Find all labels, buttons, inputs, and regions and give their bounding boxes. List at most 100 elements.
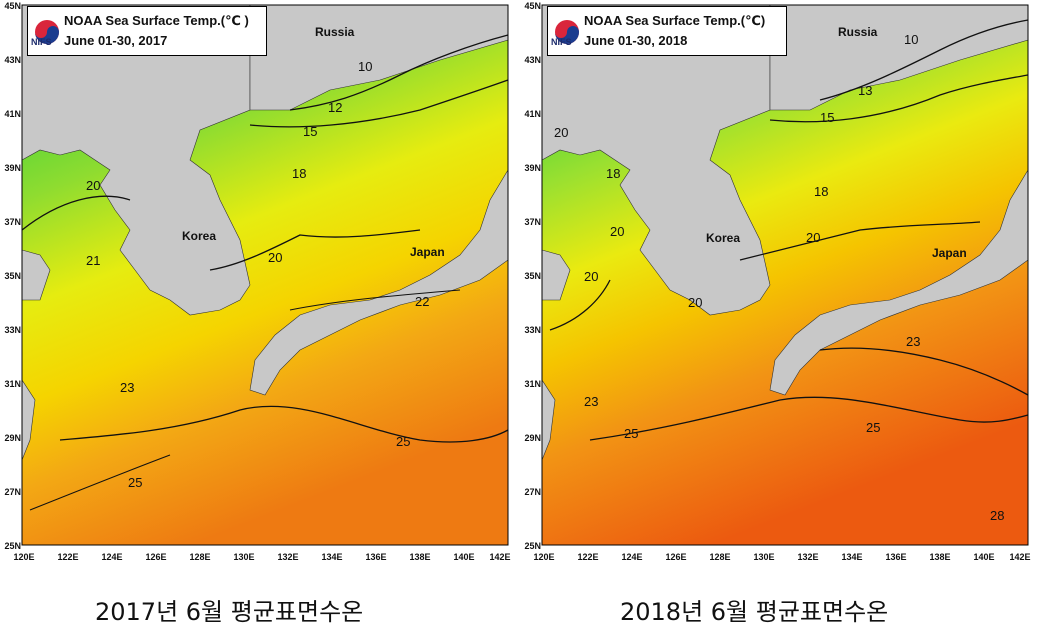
map-title: NOAA Sea Surface Temp.(℃) <box>584 13 766 28</box>
contour-label: 15 <box>820 110 834 125</box>
contour-label: 20 <box>268 250 282 265</box>
lon-label: 140E <box>973 552 994 562</box>
contour-label: 18 <box>814 184 828 199</box>
contour-20-west <box>21 195 131 231</box>
contour-label: 28 <box>990 508 1004 523</box>
sst-map-2017-svg: 45N 43N 41N 39N 37N 35N 33N 31N 29N 27N … <box>4 1 510 562</box>
lon-label: 140E <box>453 552 474 562</box>
land-mainland <box>541 4 771 316</box>
contour-20 <box>739 221 981 261</box>
lat-label: 37N <box>524 217 541 227</box>
lon-label: 132E <box>797 552 818 562</box>
map-period: June 01-30, 2017 <box>64 33 168 48</box>
lat-label: 39N <box>524 163 541 173</box>
contour-22 <box>289 289 461 311</box>
contour-25 <box>589 396 1029 441</box>
contour-label: 20 <box>610 224 624 239</box>
lon-label: 120E <box>13 552 34 562</box>
lon-label: 134E <box>841 552 862 562</box>
lat-label: 29N <box>4 433 21 443</box>
map-title: NOAA Sea Surface Temp.(℃ ) <box>64 13 249 28</box>
place-label-russia: Russia <box>838 25 878 39</box>
land-mainland <box>21 4 251 316</box>
lat-label: 25N <box>4 541 21 551</box>
lat-label: 45N <box>524 1 541 11</box>
contour-23 <box>819 347 1029 396</box>
lon-label: 124E <box>621 552 642 562</box>
lon-label: 142E <box>489 552 510 562</box>
contour-label: 20 <box>86 178 100 193</box>
taeguk-logo-icon <box>555 20 579 44</box>
lon-label: 138E <box>409 552 430 562</box>
lon-label: 120E <box>533 552 554 562</box>
map-legend-box: NIFS NOAA Sea Surface Temp.(℃ ) June 01-… <box>27 6 267 56</box>
contour-label: 20 <box>688 295 702 310</box>
lat-label: 29N <box>524 433 541 443</box>
map-frame <box>541 4 1029 546</box>
contour-label: 18 <box>606 166 620 181</box>
contour-label: 20 <box>554 125 568 140</box>
contour-15 <box>769 74 1029 123</box>
contour-label: 23 <box>584 394 598 409</box>
lon-label: 130E <box>753 552 774 562</box>
lat-label: 25N <box>524 541 541 551</box>
contour-label: 15 <box>303 124 317 139</box>
contour-label: 20 <box>584 269 598 284</box>
place-label-japan: Japan <box>410 245 445 259</box>
map-period: June 01-30, 2018 <box>584 33 688 48</box>
logo-text: NIFS <box>551 37 572 47</box>
lon-label: 128E <box>189 552 210 562</box>
contour-15 <box>249 79 509 128</box>
contour-25-west <box>29 454 171 511</box>
contour-20 <box>209 229 421 271</box>
lon-label: 134E <box>321 552 342 562</box>
lon-label: 124E <box>101 552 122 562</box>
lat-label: 39N <box>4 163 21 173</box>
lat-label: 45N <box>4 1 21 11</box>
map-frame <box>21 4 509 546</box>
lat-label: 33N <box>524 325 541 335</box>
lat-label: 33N <box>4 325 21 335</box>
contour-label: 20 <box>806 230 820 245</box>
lon-label: 122E <box>577 552 598 562</box>
place-label-japan: Japan <box>932 246 967 260</box>
contour-label: 25 <box>128 475 142 490</box>
map-legend-box: NIFS NOAA Sea Surface Temp.(℃) June 01-3… <box>547 6 787 56</box>
lat-label: 35N <box>4 271 21 281</box>
lon-label: 142E <box>1009 552 1030 562</box>
lon-label: 128E <box>709 552 730 562</box>
lat-label: 31N <box>524 379 541 389</box>
sst-map-2018: 45N 43N 41N 39N 37N 35N 33N 31N 29N 27N … <box>520 0 1032 575</box>
lat-label: 35N <box>524 271 541 281</box>
sst-map-2018-svg: 45N 43N 41N 39N 37N 35N 33N 31N 29N 27N … <box>524 1 1030 562</box>
lat-label: 43N <box>524 55 541 65</box>
contour-label: 25 <box>624 426 638 441</box>
place-label-korea: Korea <box>706 231 740 245</box>
lat-label: 27N <box>524 487 541 497</box>
contour-label: 25 <box>866 420 880 435</box>
lon-label: 136E <box>365 552 386 562</box>
lat-label: 27N <box>4 487 21 497</box>
lat-label: 41N <box>4 109 21 119</box>
lon-label: 136E <box>885 552 906 562</box>
lat-label: 31N <box>4 379 21 389</box>
contour-label: 23 <box>120 380 134 395</box>
lon-label: 130E <box>233 552 254 562</box>
contour-label: 12 <box>328 100 342 115</box>
contour-label: 25 <box>396 434 410 449</box>
caption-2017: 2017년 6월 평균표면수온 <box>95 598 364 626</box>
contour-25 <box>59 405 509 443</box>
place-label-korea: Korea <box>182 229 216 243</box>
contour-label: 10 <box>358 59 372 74</box>
contour-label: 10 <box>904 32 918 47</box>
lat-label: 41N <box>524 109 541 119</box>
contour-10 <box>819 19 1029 101</box>
lat-label: 43N <box>4 55 21 65</box>
lon-label: 126E <box>145 552 166 562</box>
lon-label: 132E <box>277 552 298 562</box>
taeguk-logo-icon <box>35 20 59 44</box>
caption-2018: 2018년 6월 평균표면수온 <box>620 598 889 626</box>
sst-map-2017: 45N 43N 41N 39N 37N 35N 33N 31N 29N 27N … <box>0 0 512 575</box>
contour-10 <box>289 34 509 111</box>
land-japan <box>249 168 509 396</box>
